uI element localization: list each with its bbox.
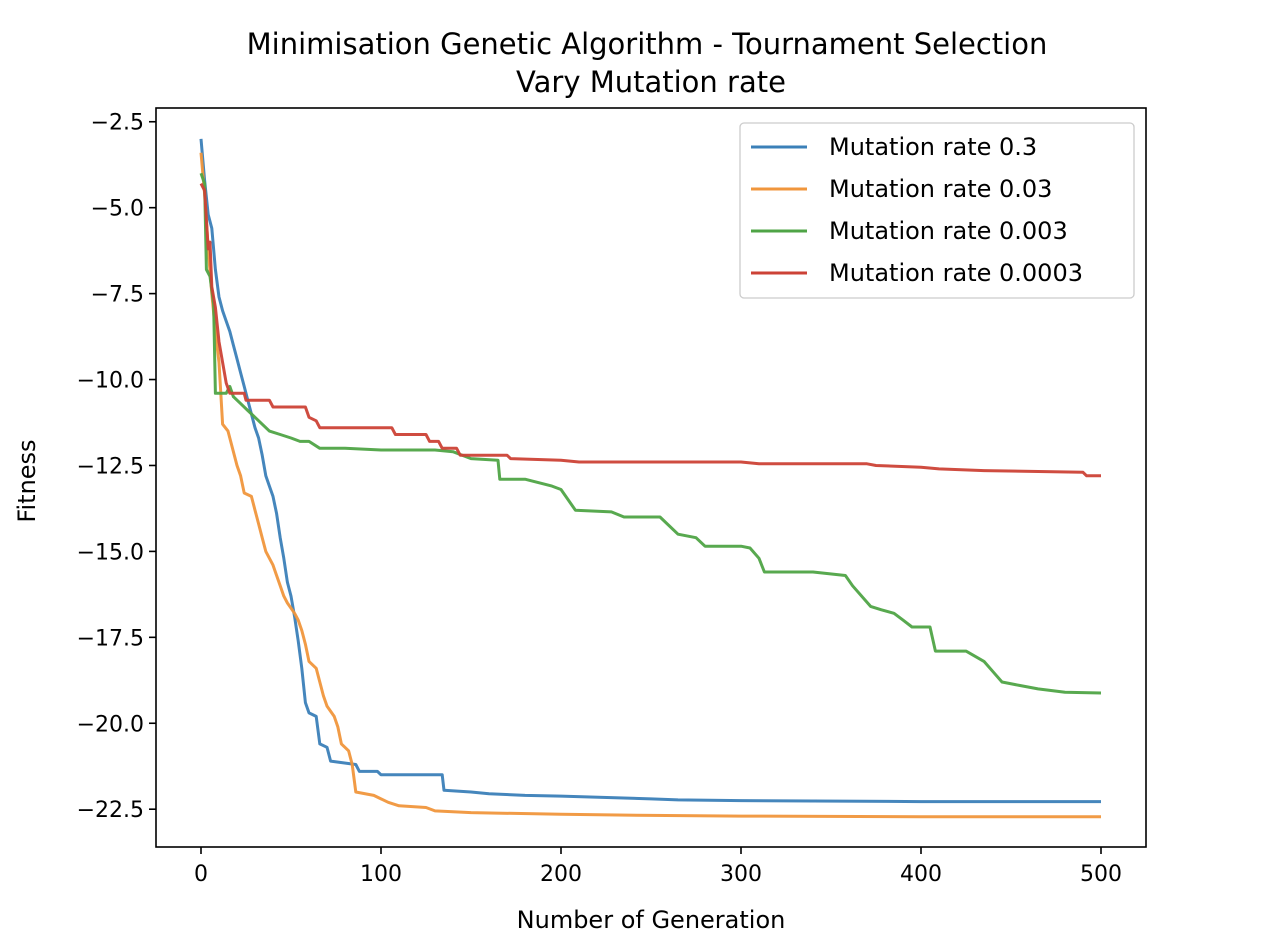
x-tick-label: 500 <box>1080 862 1122 887</box>
series-line-2 <box>199 172 1102 695</box>
x-tick-label: 0 <box>194 862 208 887</box>
y-tick-label: −2.5 <box>91 111 144 136</box>
y-tick-label: −17.5 <box>77 626 144 651</box>
plot-frame <box>155 107 1147 848</box>
x-tick-label: 100 <box>360 862 402 887</box>
legend: Mutation rate 0.3 Mutation rate 0.03 Mutat… <box>739 122 1135 299</box>
y-tick-label: −12.5 <box>77 454 144 479</box>
chart-subtitle: Vary Mutation rate <box>516 65 786 99</box>
x-axis-label: Number of Generation <box>517 906 786 934</box>
plot-area <box>199 138 1102 819</box>
y-tick-label: −20.0 <box>77 712 144 737</box>
legend-label-2: Mutation rate 0.003 <box>829 217 1068 245</box>
x-tick-label: 300 <box>720 862 762 887</box>
y-tick-label: −22.5 <box>77 798 144 823</box>
x-axis: 0 100 200 300 400 500 <box>194 847 1122 887</box>
y-tick-label: −5.0 <box>91 197 144 222</box>
x-tick-label: 200 <box>540 862 582 887</box>
legend-label-3: Mutation rate 0.0003 <box>829 259 1083 287</box>
legend-label-1: Mutation rate 0.03 <box>829 175 1052 203</box>
y-axis: −2.5 −5.0 −7.5 −10.0 −12.5 −15.0 −17.5 −20.0 −22… <box>77 111 156 823</box>
y-tick-label: −7.5 <box>91 283 144 308</box>
y-tick-label: −10.0 <box>77 369 144 394</box>
x-tick-label: 400 <box>900 862 942 887</box>
chart-title: Minimisation Genetic Algorithm - Tournam… <box>247 27 1048 61</box>
legend-box <box>739 122 1135 299</box>
y-axis-label: Fitness <box>13 439 41 522</box>
series-line-0 <box>199 138 1101 804</box>
legend-label-0: Mutation rate 0.3 <box>829 133 1037 161</box>
y-tick-label: −15.0 <box>77 540 144 565</box>
series-line-3 <box>199 182 1101 478</box>
series-line-1 <box>199 152 1101 819</box>
